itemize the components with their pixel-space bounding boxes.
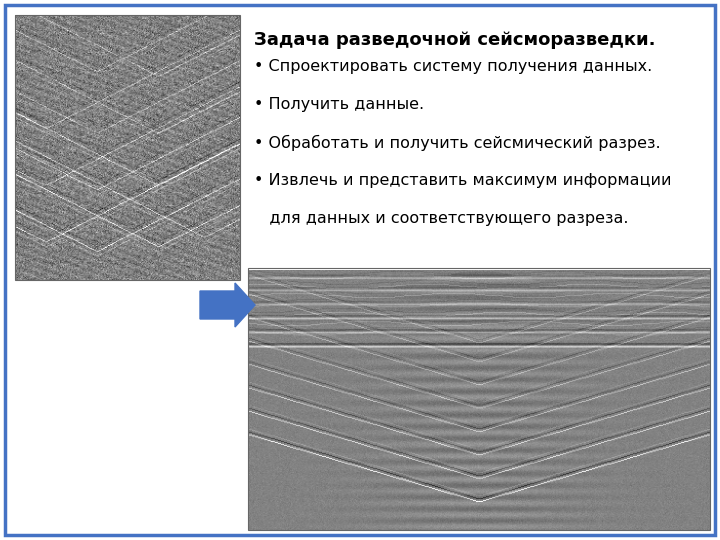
Bar bbox=[248, 15, 710, 270]
Bar bbox=[248, 268, 710, 530]
Text: Задача разведочной сейсморазведки.: Задача разведочной сейсморазведки. bbox=[254, 31, 655, 49]
Text: для данных и соответствующего разреза.: для данных и соответствующего разреза. bbox=[254, 211, 629, 226]
Bar bbox=[15, 15, 240, 280]
FancyArrow shape bbox=[200, 283, 255, 327]
Text: • Извлечь и представить максимум информации: • Извлечь и представить максимум информа… bbox=[254, 173, 672, 188]
Text: • Обработать и получить сейсмический разрез.: • Обработать и получить сейсмический раз… bbox=[254, 135, 661, 151]
Text: • Спроектировать систему получения данных.: • Спроектировать систему получения данны… bbox=[254, 59, 652, 74]
Text: • Получить данные.: • Получить данные. bbox=[254, 97, 424, 112]
